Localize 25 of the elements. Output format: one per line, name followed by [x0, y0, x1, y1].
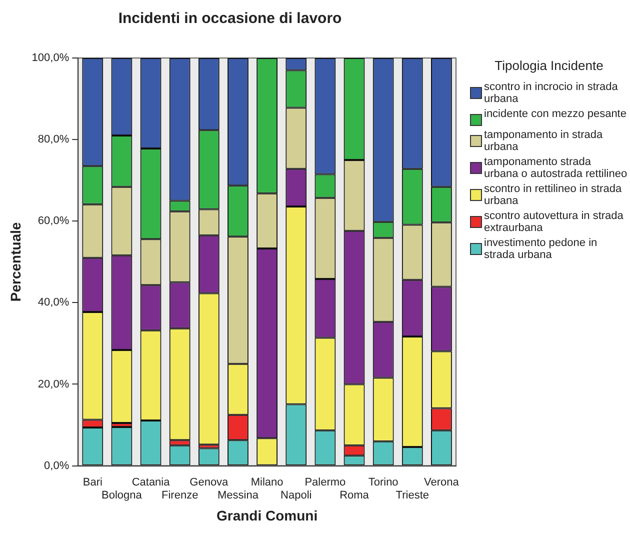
x-tick-label: Bari: [82, 476, 102, 488]
x-tick-label: Trieste: [396, 490, 430, 502]
x-tick-label: Verona: [424, 476, 460, 488]
y-tick-label: 0,0%: [44, 460, 70, 472]
x-tick-label: Catania: [132, 476, 171, 488]
x-tick-label: Palermo: [304, 476, 346, 488]
x-tick-label: Genova: [190, 476, 230, 488]
x-tick-label: Napoli: [280, 490, 312, 502]
legend-label: incidente con mezzo pesante: [484, 108, 626, 120]
x-axis-title: Grandi Comuni: [216, 507, 318, 524]
x-tick-label: Milano: [250, 476, 284, 488]
y-tick-label: 80,0%: [38, 134, 70, 146]
y-tick-label: 100,0%: [32, 52, 70, 64]
chart-title: Incidenti in occasione di lavoro: [118, 10, 342, 28]
y-tick-label: 60,0%: [38, 215, 70, 228]
x-tick-label: Torino: [368, 476, 398, 488]
y-axis-title: Percentuale: [7, 222, 24, 302]
x-tick-label: Bologna: [102, 490, 143, 502]
legend-label: investimento pedone in strada urbana: [484, 237, 598, 261]
legend-title: Tipologia Incidente: [494, 58, 604, 73]
x-tick-label: Firenze: [162, 490, 198, 502]
y-tick-label: 40,0%: [38, 296, 70, 309]
y-tick-label: 20,0%: [38, 378, 70, 390]
x-tick-label: Roma: [340, 490, 370, 502]
x-tick-label: Messina: [218, 490, 260, 502]
